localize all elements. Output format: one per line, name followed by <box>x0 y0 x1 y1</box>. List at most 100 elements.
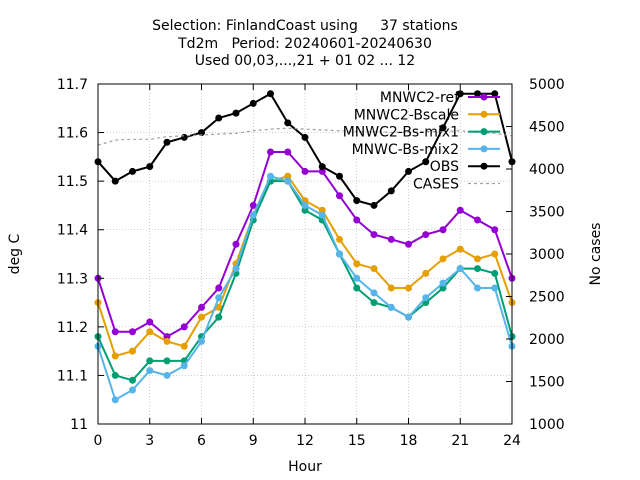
legend-label-mnwc2-ref: MNWC2-ref <box>380 90 460 106</box>
y-tick-label: 11.6 <box>57 126 88 142</box>
data-point-mnwc2-bs-mix1 <box>146 357 154 365</box>
x-tick-label: 0 <box>94 433 103 449</box>
data-point-mnwc2-bscale <box>353 260 361 268</box>
data-point-mnwc2-ref <box>387 235 395 243</box>
data-point-obs <box>336 172 343 180</box>
data-point-obs <box>284 119 292 127</box>
data-point-obs <box>198 129 205 137</box>
data-point-mnwc2-bscale <box>163 337 171 345</box>
y2-axis-label: No cases <box>588 223 604 286</box>
data-point-mnwc-bs-mix2 <box>215 294 223 302</box>
data-point-obs <box>370 201 378 209</box>
data-point-mnwc2-bscale <box>422 269 430 277</box>
x-tick-label: 9 <box>249 433 258 449</box>
data-point-mnwc-bs-mix2 <box>474 284 481 292</box>
data-point-mnwc-bs-mix2 <box>198 337 205 345</box>
data-point-mnwc2-bs-mix1 <box>439 284 447 292</box>
data-point-mnwc-bs-mix2 <box>180 362 188 370</box>
x-tick-label: 18 <box>400 433 418 449</box>
data-point-mnwc2-ref <box>284 148 292 156</box>
data-point-mnwc2-bs-mix1 <box>129 376 136 384</box>
x-tick-label: 6 <box>197 433 206 449</box>
data-point-mnwc2-ref <box>422 231 430 239</box>
data-point-obs <box>474 90 481 98</box>
data-point-mnwc2-bscale <box>215 303 223 311</box>
data-point-mnwc2-bscale <box>129 347 136 355</box>
data-point-mnwc-bs-mix2 <box>422 294 430 302</box>
x-tick-label: 15 <box>348 433 366 449</box>
data-point-mnwc-bs-mix2 <box>146 367 154 375</box>
data-point-mnwc2-bscale <box>456 245 464 253</box>
legend-marker-mnwc2-ref <box>480 93 488 101</box>
data-point-obs <box>267 90 274 98</box>
data-point-mnwc2-ref <box>129 328 136 336</box>
x-axis-label: Hour <box>288 459 322 475</box>
data-point-mnwc2-bscale <box>336 235 343 243</box>
legend-label-mnwc2-bs-mix1: MNWC2-Bs-mix1 <box>343 125 459 141</box>
data-point-mnwc2-ref <box>405 240 412 248</box>
data-point-mnwc2-bs-mix1 <box>491 269 499 277</box>
data-point-obs <box>456 90 464 98</box>
data-point-mnwc2-bscale <box>387 284 395 292</box>
title-line-3: Used 00,03,...,21 + 01 02 ... 12 <box>195 53 415 69</box>
data-point-obs <box>129 167 136 175</box>
data-point-mnwc2-ref <box>111 328 119 336</box>
data-point-obs <box>146 163 154 171</box>
data-point-mnwc-bs-mix2 <box>456 265 464 273</box>
y2-tick-label: 3000 <box>529 247 565 263</box>
data-point-mnwc2-ref <box>439 226 447 234</box>
legend-label-cases: CASES <box>413 177 459 193</box>
data-point-mnwc-bs-mix2 <box>387 303 395 311</box>
data-point-mnwc-bs-mix2 <box>491 284 499 292</box>
data-point-mnwc2-ref <box>353 216 361 224</box>
data-point-mnwc2-bs-mix1 <box>301 206 309 214</box>
data-point-obs <box>301 133 309 141</box>
legend-marker-mnwc2-bscale <box>480 110 488 118</box>
y-tick-label: 11.4 <box>57 223 88 239</box>
title-line-1: Selection: FinlandCoast using 37 station… <box>152 18 458 34</box>
y-tick-label: 11.5 <box>57 174 88 190</box>
y2-tick-label: 2000 <box>529 332 565 348</box>
chart-title: Selection: FinlandCoast using 37 station… <box>152 18 458 69</box>
grid <box>98 84 512 424</box>
data-point-mnwc2-bscale <box>491 250 499 258</box>
data-point-mnwc-bs-mix2 <box>163 371 171 379</box>
data-point-mnwc-bs-mix2 <box>439 279 447 287</box>
data-point-mnwc2-ref <box>318 167 326 175</box>
data-point-mnwc2-bscale <box>284 172 292 180</box>
data-point-obs <box>353 197 361 205</box>
data-point-mnwc-bs-mix2 <box>336 250 343 258</box>
data-point-obs <box>249 99 257 107</box>
data-point-mnwc2-bscale <box>405 284 412 292</box>
y2-tick-label: 1000 <box>529 417 565 433</box>
data-point-mnwc2-bs-mix1 <box>474 265 481 273</box>
data-point-mnwc-bs-mix2 <box>405 313 412 321</box>
data-point-mnwc-bs-mix2 <box>353 274 361 282</box>
data-point-mnwc-bs-mix2 <box>111 396 119 404</box>
data-point-obs <box>215 114 223 122</box>
data-point-obs <box>163 138 171 146</box>
data-point-mnwc2-ref <box>474 216 481 224</box>
data-point-mnwc2-ref <box>370 231 378 239</box>
data-point-obs <box>318 163 326 171</box>
data-point-obs <box>387 187 395 195</box>
y2-tick-label: 1500 <box>529 375 565 391</box>
data-point-mnwc-bs-mix2 <box>301 201 309 209</box>
data-point-mnwc2-bscale <box>198 313 205 321</box>
data-point-mnwc2-bs-mix1 <box>163 357 171 365</box>
data-point-mnwc2-ref <box>180 323 188 331</box>
data-point-mnwc-bs-mix2 <box>129 386 136 394</box>
legend-marker-obs <box>480 162 488 170</box>
y2-tick-label: 3500 <box>529 205 565 221</box>
data-point-mnwc2-ref <box>336 192 343 200</box>
data-point-obs <box>111 177 119 185</box>
data-point-obs <box>180 133 188 141</box>
data-point-mnwc-bs-mix2 <box>267 172 274 180</box>
y2-tick-label: 4000 <box>529 162 565 178</box>
data-point-mnwc2-ref <box>232 240 240 248</box>
data-point-obs <box>232 109 240 117</box>
data-point-obs <box>422 158 430 166</box>
data-point-obs <box>491 90 499 98</box>
data-point-mnwc2-ref <box>301 167 309 175</box>
